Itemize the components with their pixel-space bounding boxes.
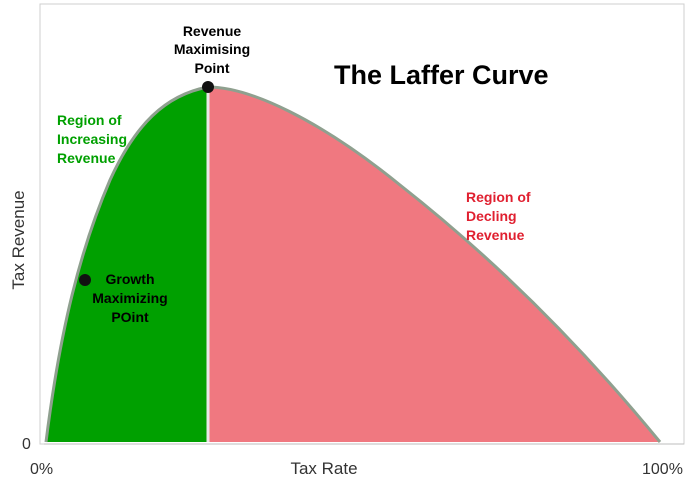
x-tick-max: 100%	[642, 461, 683, 478]
x-axis-label: Tax Rate	[290, 459, 357, 478]
x-tick-min: 0%	[30, 461, 53, 478]
increasing-label-line: Region of	[57, 112, 122, 128]
growth-max-point	[79, 274, 91, 286]
declining-region-label: Region of Decling Revenue	[466, 189, 531, 243]
increasing-label-line: Increasing	[57, 131, 127, 147]
growth-max-label-line: Growth	[106, 271, 155, 287]
declining-revenue-region	[208, 87, 660, 442]
increasing-label-line: Revenue	[57, 150, 116, 166]
declining-label-line: Revenue	[466, 227, 525, 243]
growth-max-label-line: POint	[111, 309, 149, 325]
growth-max-label-line: Maximizing	[92, 290, 167, 306]
declining-label-line: Region of	[466, 189, 531, 205]
increasing-revenue-region	[46, 87, 208, 442]
revenue-max-label-line: Point	[195, 60, 230, 76]
revenue-max-point	[202, 81, 214, 93]
y-tick-zero: 0	[22, 436, 31, 453]
revenue-max-label-line: Revenue	[183, 23, 242, 39]
revenue-max-label: Revenue Maximising Point	[174, 23, 250, 76]
increasing-region-label: Region of Increasing Revenue	[57, 112, 127, 166]
declining-label-line: Decling	[466, 208, 517, 224]
revenue-max-label-line: Maximising	[174, 41, 250, 57]
chart-title: The Laffer Curve	[334, 60, 549, 90]
growth-max-label: Growth Maximizing POint	[92, 271, 167, 325]
y-axis-label: Tax Revenue	[9, 190, 28, 289]
laffer-curve	[44, 85, 662, 443]
